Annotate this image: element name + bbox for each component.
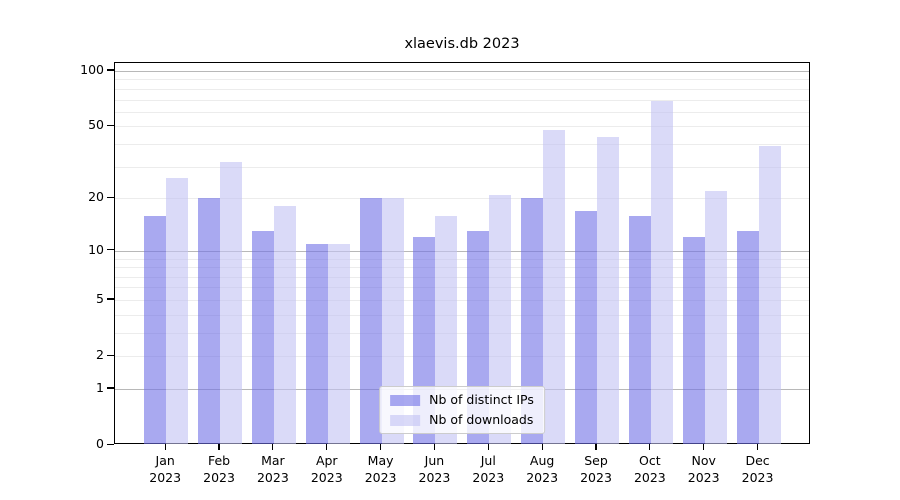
- minor-gridline-60: [115, 111, 809, 113]
- y-tick-label-1: 1: [96, 380, 104, 396]
- y-tick-0: [107, 443, 114, 445]
- bar-downloads-oct: [650, 100, 673, 444]
- minor-gridline-90: [115, 79, 809, 81]
- minor-gridline-6: [115, 287, 809, 289]
- bar-downloads-mar: [273, 206, 296, 444]
- x-tick-dec: [756, 444, 759, 450]
- x-tick-label-feb: Feb 2023: [203, 453, 235, 485]
- bar-downloads-sep: [597, 136, 619, 444]
- x-tick-jun: [433, 444, 436, 450]
- minor-gridline-2: [115, 356, 809, 358]
- bar-downloads-nov: [704, 191, 727, 444]
- legend-label-downloads: Nb of downloads: [429, 412, 534, 427]
- major-gridline-100: [115, 71, 809, 73]
- x-tick-label-oct: Oct 2023: [633, 453, 666, 485]
- bar-downloads-jan: [166, 177, 189, 444]
- minor-gridline-3: [115, 332, 809, 334]
- x-tick-label-dec: Dec 2023: [741, 453, 774, 485]
- y-tick-2: [107, 354, 114, 356]
- x-tick-label-sep: Sep 2023: [580, 453, 612, 485]
- x-tick-may: [380, 444, 382, 450]
- bar-ips-aug: [521, 198, 544, 444]
- x-tick-nov: [703, 444, 705, 450]
- x-tick-label-apr: Apr 2023: [310, 453, 343, 485]
- x-tick-label-may: May 2023: [364, 453, 397, 485]
- x-tick-label-nov: Nov 2023: [687, 453, 720, 485]
- minor-gridline-8: [115, 267, 809, 269]
- major-gridline-10: [115, 250, 809, 252]
- y-tick-label-50: 50: [88, 117, 104, 133]
- x-tick-feb: [218, 444, 220, 450]
- x-tick-jan: [164, 444, 166, 450]
- minor-gridline-40: [115, 144, 809, 146]
- y-tick-10: [107, 249, 114, 251]
- minor-gridline-9: [115, 258, 809, 260]
- legend-swatch-distinct-ips-icon: [390, 394, 421, 406]
- x-tick-label-mar: Mar 2023: [256, 453, 289, 485]
- x-tick-label-jan: Jan 2023: [149, 453, 182, 485]
- bar-ips-oct: [628, 215, 651, 444]
- y-tick-label-100: 100: [80, 62, 104, 77]
- x-tick-aug: [541, 444, 543, 450]
- legend-swatch-downloads-icon: [390, 414, 421, 426]
- bar-ips-apr: [305, 243, 328, 444]
- bar-ips-jan: [144, 215, 167, 444]
- y-tick-100: [107, 69, 114, 71]
- x-tick-label-jul: Jul 2023: [472, 453, 505, 485]
- y-tick-1: [107, 387, 114, 389]
- minor-gridline-70: [115, 99, 809, 101]
- plot-area: Nb of distinct IPs Nb of downloads: [114, 62, 810, 444]
- legend-item-distinct-ips: Nb of distinct IPs: [390, 393, 534, 407]
- minor-gridline-80: [115, 88, 809, 90]
- minor-gridline-20: [115, 198, 809, 200]
- minor-gridline-4: [115, 314, 809, 316]
- y-tick-5: [107, 298, 114, 300]
- minor-gridline-7: [115, 276, 809, 278]
- x-tick-apr: [326, 444, 328, 450]
- bar-downloads-dec: [758, 146, 781, 444]
- bar-downloads-apr: [327, 243, 350, 444]
- bar-ips-may: [359, 198, 382, 444]
- y-tick-label-20: 20: [88, 189, 104, 205]
- bar-downloads-may: [381, 198, 404, 444]
- minor-gridline-30: [115, 166, 809, 168]
- y-tick-label-5: 5: [96, 290, 104, 306]
- x-tick-label-aug: Aug 2023: [526, 453, 559, 485]
- chart-title: xlaevis.db 2023: [404, 36, 520, 52]
- y-tick-label-10: 10: [88, 241, 104, 257]
- legend-label-distinct-ips: Nb of distinct IPs: [429, 392, 534, 407]
- y-tick-label-2: 2: [96, 347, 104, 363]
- minor-gridline-5: [115, 299, 809, 301]
- x-tick-mar: [272, 444, 274, 450]
- bar-ips-mar: [251, 231, 274, 444]
- bar-ips-nov: [682, 237, 705, 444]
- bar-downloads-jul: [489, 194, 512, 444]
- x-tick-label-jun: Jun 2023: [418, 453, 451, 485]
- y-tick-20: [107, 196, 114, 198]
- bar-ips-sep: [575, 210, 597, 444]
- x-tick-jul: [487, 444, 489, 450]
- bar-downloads-feb: [220, 161, 243, 444]
- bar-ips-dec: [736, 231, 759, 444]
- minor-gridline-50: [115, 126, 809, 128]
- bar-downloads-aug: [543, 129, 566, 444]
- x-tick-oct: [649, 444, 651, 450]
- bar-ips-feb: [198, 198, 221, 444]
- x-tick-sep: [595, 444, 597, 450]
- y-tick-label-0: 0: [96, 436, 104, 452]
- legend: Nb of distinct IPs Nb of downloads: [379, 386, 545, 434]
- y-tick-50: [107, 124, 114, 126]
- legend-item-downloads: Nb of downloads: [390, 413, 534, 427]
